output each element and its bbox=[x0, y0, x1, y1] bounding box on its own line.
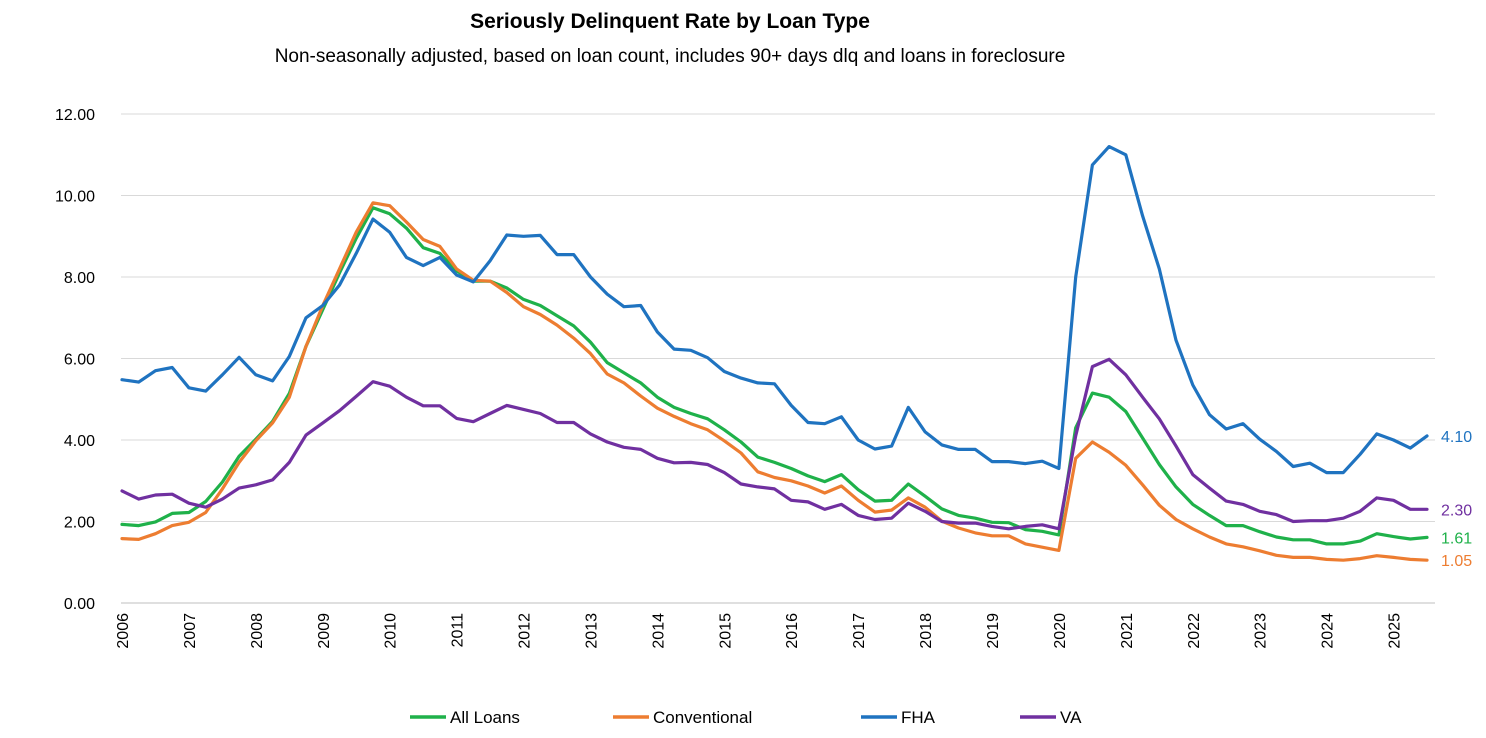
series-line-va bbox=[120, 357, 1429, 531]
y-axis-ticks: 0.00 2.00 4.00 6.00 8.00 10.00 12.00 bbox=[55, 107, 95, 613]
x-tick-label: 2013 bbox=[583, 613, 600, 649]
legend-label-conventional: Conventional bbox=[653, 708, 752, 727]
end-label-fha: 4.10 bbox=[1441, 429, 1472, 446]
chart-title: Seriously Delinquent Rate by Loan Type bbox=[470, 10, 870, 33]
x-tick-label: 2021 bbox=[1119, 613, 1136, 649]
y-tick-label: 0.00 bbox=[64, 596, 95, 613]
legend: All Loans Conventional FHA VA bbox=[410, 708, 1082, 727]
series-line-fha bbox=[120, 145, 1429, 475]
x-tick-label: 2006 bbox=[115, 613, 132, 649]
series-lines bbox=[120, 145, 1429, 562]
x-tick-label: 2017 bbox=[851, 613, 868, 649]
y-tick-label: 8.00 bbox=[64, 270, 95, 287]
gridlines bbox=[121, 113, 1435, 604]
y-tick-label: 2.00 bbox=[64, 515, 95, 532]
x-tick-label: 2018 bbox=[918, 613, 935, 649]
x-tick-label: 2019 bbox=[985, 613, 1002, 649]
end-label-conventional: 1.05 bbox=[1441, 553, 1472, 570]
y-tick-label: 6.00 bbox=[64, 352, 95, 369]
y-tick-label: 10.00 bbox=[55, 189, 95, 206]
chart-subtitle: Non-seasonally adjusted, based on loan c… bbox=[274, 46, 1066, 67]
legend-label-all-loans: All Loans bbox=[450, 708, 520, 727]
y-tick-label: 4.00 bbox=[64, 433, 95, 450]
x-tick-label: 2008 bbox=[249, 613, 266, 649]
end-labels: 4.10 2.30 1.61 1.05 bbox=[1441, 429, 1472, 570]
x-axis-ticks: 2006 2007 2008 2009 2010 2011 2012 2013 2014 2015… bbox=[115, 613, 1404, 649]
series-line-conventional bbox=[120, 201, 1429, 562]
x-tick-label: 2024 bbox=[1320, 613, 1337, 649]
x-tick-label: 2020 bbox=[1052, 613, 1069, 649]
x-tick-label: 2010 bbox=[383, 613, 400, 649]
y-tick-label: 12.00 bbox=[55, 107, 95, 124]
series-line-all-loans bbox=[120, 206, 1429, 546]
x-tick-label: 2011 bbox=[450, 613, 467, 648]
x-tick-label: 2022 bbox=[1186, 613, 1203, 649]
x-tick-label: 2009 bbox=[316, 613, 333, 649]
x-tick-label: 2016 bbox=[784, 613, 801, 649]
legend-label-va: VA bbox=[1060, 708, 1082, 727]
end-label-va: 2.30 bbox=[1441, 502, 1472, 519]
x-tick-label: 2023 bbox=[1253, 613, 1270, 649]
x-tick-label: 2012 bbox=[517, 613, 534, 649]
end-label-all-loans: 1.61 bbox=[1441, 530, 1472, 547]
legend-label-fha: FHA bbox=[901, 708, 936, 727]
x-tick-label: 2025 bbox=[1387, 613, 1404, 649]
x-tick-label: 2015 bbox=[717, 613, 734, 649]
x-tick-label: 2007 bbox=[182, 613, 199, 649]
x-tick-label: 2014 bbox=[650, 613, 667, 649]
